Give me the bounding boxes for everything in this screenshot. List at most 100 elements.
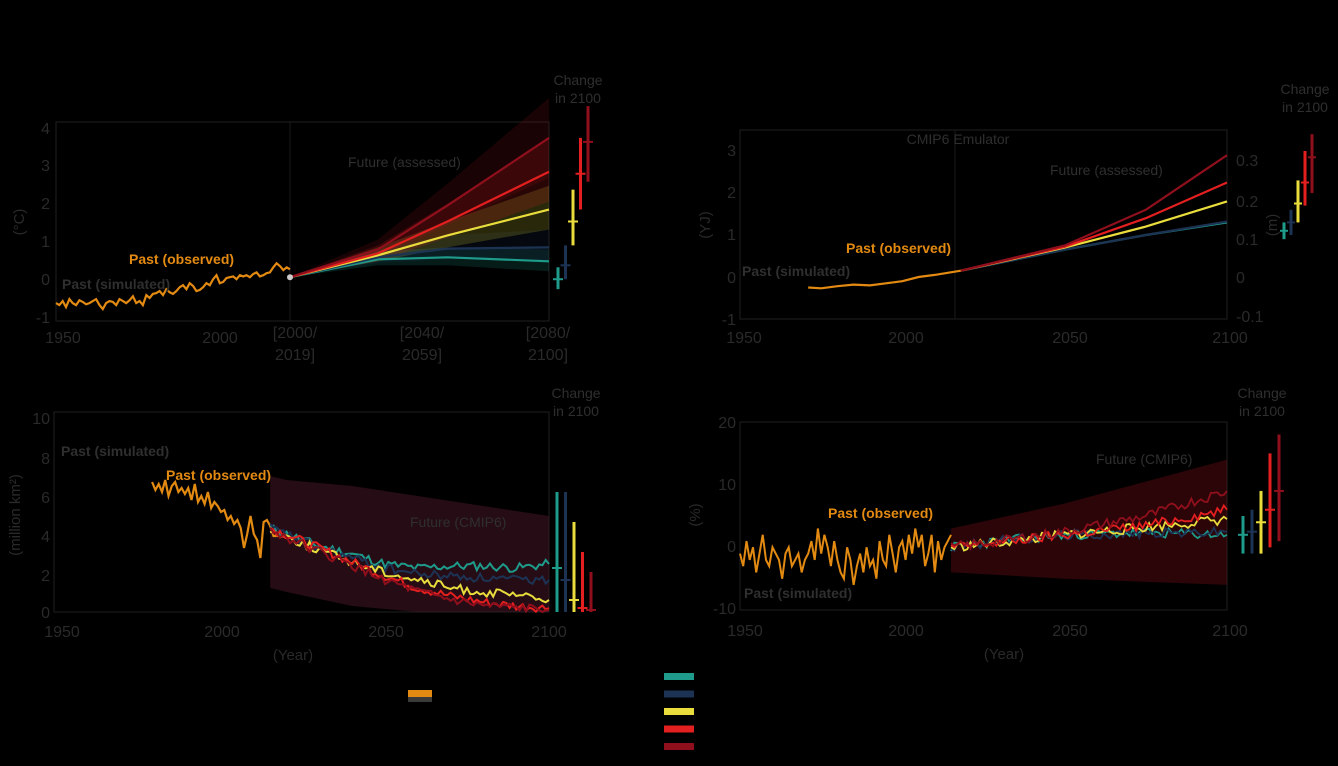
panel-d-xtick: 2050 (1052, 623, 1088, 640)
panel-a-anchor-point (287, 274, 293, 281)
panel-c-past-simulated-label: Past (simulated) (61, 443, 169, 459)
panel-c-observed-line (151, 479, 281, 559)
panel-b-xtick: 2050 (1052, 330, 1088, 347)
panel-b-past-observed-label: Past (observed) (846, 240, 951, 256)
legend (408, 673, 694, 750)
panel-c-ytick: 2 (41, 568, 50, 585)
panel-d-line-ssp585 (950, 490, 1228, 551)
panel-c-past-observed-label: Past (observed) (166, 467, 271, 483)
panel-a-ytick: -1 (36, 310, 50, 327)
panel-a-ytick: 2 (41, 196, 50, 213)
panel-d-ytick: 0 (727, 539, 736, 556)
panel-b-future-label: Future (assessed) (1050, 162, 1163, 178)
panel-c-xtick: 2000 (204, 624, 240, 641)
panel-a-ytick: 3 (41, 158, 50, 175)
panel-c-bands (270, 476, 549, 612)
panel-b-ytick: 2 (727, 185, 736, 202)
panel-d-lines (739, 490, 1228, 586)
panel-c-ytick: 0 (41, 605, 50, 622)
panel-c-xtick: 2100 (531, 624, 567, 641)
panel-a-ytick: 1 (41, 234, 50, 251)
panel-d-ytick: 20 (718, 415, 736, 432)
panel-a-band-ssp119 (290, 247, 549, 278)
panel-b-ytick-right: -0.1 (1236, 309, 1264, 326)
panel-a-change-label: in 2100 (555, 90, 601, 106)
panel-c-xtick: 2050 (368, 624, 404, 641)
panel-c-line-ssp126 (269, 523, 550, 586)
panel-a: 4 3 2 1 0 -1 (°C) 1950 2000 [2000/ 2019]… (11, 72, 603, 364)
panel-a-ylabel: (°C) (11, 209, 28, 236)
panel-b-ytick-right: 0 (1236, 270, 1245, 287)
panel-c-lines (151, 479, 550, 614)
panel-d-ytick: -10 (713, 601, 736, 618)
panel-b-ytick: -1 (722, 312, 736, 329)
panel-a-frame (55, 121, 550, 322)
panel-a-period-label: 2100] (528, 347, 568, 364)
panel-a-change-bars (553, 106, 593, 290)
panel-c-change-label: in 2100 (553, 403, 599, 419)
legend-swatch-ssp119 (664, 673, 694, 680)
panel-b-ytick-right: 0.1 (1236, 232, 1258, 249)
panel-a-period-label: [2000/ (273, 325, 318, 342)
panel-c-xlabel: (Year) (273, 647, 313, 664)
panel-a-lines (55, 136, 550, 312)
panel-b-change-label: Change (1280, 81, 1329, 97)
legend-swatch-ssp370 (664, 725, 694, 733)
panel-c-ylabel: (million km²) (7, 474, 24, 556)
panel-b-ytick: 3 (727, 143, 736, 160)
panel-b-xtick: 1950 (726, 330, 762, 347)
panel-d-ylabel: (%) (687, 503, 704, 526)
panel-d-future-label: Future (CMIP6) (1096, 451, 1192, 467)
panel-b-emulator-label: CMIP6 Emulator (907, 131, 1010, 147)
panel-b-xtick: 2000 (888, 330, 924, 347)
panel-b-ytick-right: 0.3 (1236, 153, 1258, 170)
legend-swatch-observed (408, 690, 432, 697)
panel-d-ytick: 10 (718, 477, 736, 494)
panel-d: 20 10 0 -10 (%) 1950 2000 2050 2100 (Yea… (687, 385, 1287, 663)
panel-a-band-ssp585 (290, 98, 549, 278)
panel-c-band-ssp126 (270, 476, 549, 612)
panel-a-observed-line (55, 261, 291, 312)
panel-a-band-ssp370 (290, 137, 549, 278)
legend-swatch-ssp126 (664, 690, 694, 698)
panel-a-period-label: [2040/ (400, 325, 445, 342)
panel-a-period-label: 2019] (275, 347, 315, 364)
panel-c-ytick: 10 (32, 411, 50, 428)
panel-b-change-bars (1280, 134, 1316, 240)
panel-c-future-label: Future (CMIP6) (410, 514, 506, 530)
panel-d-band-ssp585 (951, 459, 1227, 585)
panel-d-bands (951, 459, 1227, 585)
panel-a-band-ssp245 (290, 185, 549, 278)
panel-d-past-simulated-label: Past (simulated) (744, 585, 852, 601)
panel-a-future-label: Future (assessed) (348, 154, 461, 170)
panel-d-xtick: 1950 (727, 623, 763, 640)
panel-d-xtick: 2100 (1212, 623, 1248, 640)
panel-d-xlabel: (Year) (984, 646, 1024, 663)
panel-a-bands (290, 98, 549, 278)
panel-c: 10 8 6 4 2 0 (million km²) 1950 2000 205… (7, 385, 601, 664)
panel-d-change-label: in 2100 (1239, 403, 1285, 419)
panel-d-line-ssp370 (950, 503, 1228, 549)
legend-swatch-simulated (408, 697, 432, 702)
panel-a-line-ssp370 (289, 170, 550, 279)
panel-c-ytick: 8 (41, 451, 50, 468)
panel-a-xtick: 2000 (202, 330, 238, 347)
panel-b-past-simulated-label: Past (simulated) (742, 263, 850, 279)
panel-b-xtick: 2100 (1212, 330, 1248, 347)
panel-b-line-ssp585 (960, 154, 1228, 272)
panel-c-line-ssp245 (269, 529, 550, 604)
panel-d-past-observed-label: Past (observed) (828, 505, 933, 521)
panel-b-lines (808, 154, 1228, 290)
legend-swatch-ssp245 (664, 708, 694, 715)
panel-c-change-label: Change (551, 385, 600, 401)
panel-a-xtick: 1950 (45, 330, 81, 347)
panel-c-ytick: 6 (41, 490, 50, 507)
panel-a-line-ssp585 (289, 136, 550, 279)
panel-c-line-ssp585 (269, 527, 550, 614)
panel-b-ytick: 0 (727, 270, 736, 287)
panel-c-change-bars (552, 492, 596, 612)
panel-a-period-label: 2059] (402, 347, 442, 364)
panel-a-band-ssp126 (290, 229, 549, 278)
